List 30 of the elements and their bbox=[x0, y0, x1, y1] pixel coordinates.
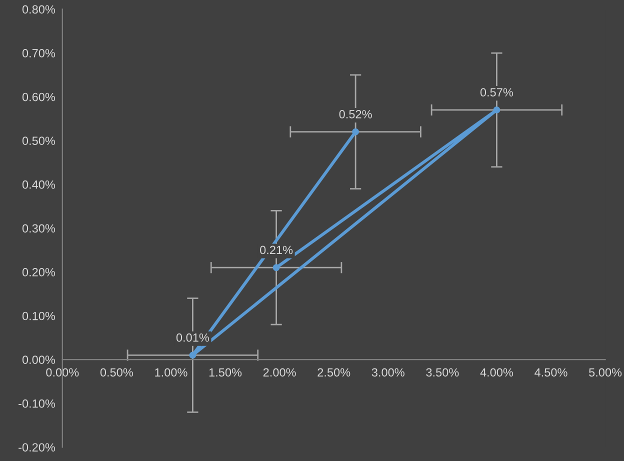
y-tick-label: -0.10% bbox=[18, 399, 56, 408]
x-tick-label: 0.00% bbox=[46, 368, 79, 377]
x-tick-label: 2.50% bbox=[318, 368, 350, 377]
x-tick-label: 3.50% bbox=[426, 368, 459, 377]
y-tick-label: 0.50% bbox=[22, 136, 56, 145]
point bbox=[189, 352, 196, 359]
point bbox=[352, 128, 360, 136]
x-tick-label: 4.50% bbox=[534, 368, 568, 377]
y-tick-label: 0.00% bbox=[22, 356, 56, 364]
y-tick-label: 0.10% bbox=[22, 312, 56, 320]
x-tick-label: 4.00% bbox=[480, 368, 514, 377]
x-tick-label: 5.00% bbox=[589, 368, 622, 377]
x-tick-label: 2.00% bbox=[263, 368, 296, 377]
y-tick-label: 0.40% bbox=[22, 180, 56, 189]
point bbox=[493, 106, 500, 114]
data-label: 0.57% bbox=[480, 88, 514, 97]
data-label: 0.21% bbox=[260, 246, 293, 254]
data-label: 0.01% bbox=[176, 333, 210, 342]
x-tick-label: 0.50% bbox=[100, 368, 134, 377]
y-tick-label: 0.70% bbox=[22, 49, 56, 58]
x-tick-label: 3.00% bbox=[372, 368, 404, 377]
y-tick-label: 0.80% bbox=[22, 5, 56, 14]
y-tick-label: -0.20% bbox=[18, 443, 56, 452]
x-tick-label: 1.50% bbox=[209, 368, 242, 377]
data-label: 0.52% bbox=[339, 110, 372, 118]
x-tick-label: 1.00% bbox=[155, 368, 188, 377]
y-tick-label: 0.20% bbox=[22, 268, 56, 276]
point bbox=[272, 264, 280, 272]
y-tick-label: 0.60% bbox=[22, 92, 56, 102]
y-tick-label: 0.30% bbox=[22, 224, 56, 233]
